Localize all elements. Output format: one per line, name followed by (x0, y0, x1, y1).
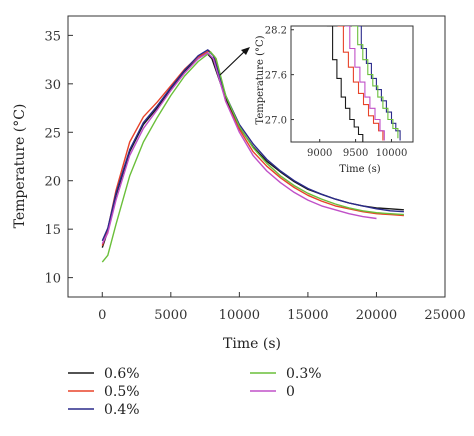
inset-y-tick-label: 27.6 (265, 71, 287, 82)
legend-label: 0.6% (104, 366, 140, 382)
x-axis-label: Time (s) (223, 336, 281, 352)
x-tick-label: 25000 (424, 308, 465, 323)
y-tick-label: 35 (44, 29, 61, 44)
series-line-0.5pct (101, 50, 404, 246)
inset-series-group (326, 26, 401, 142)
zoom-arrow-head (241, 47, 250, 55)
main-ticks-group: 0 5000 10000 15000 20000 25000 10 15 20 25 30 35 (44, 29, 465, 323)
series-line-0.3pct (101, 51, 404, 263)
inset-border (290, 25, 414, 143)
x-tick-label: 5000 (154, 308, 187, 323)
y-tick-label: 20 (44, 175, 61, 190)
y-axis-label: Temperature (°C) (12, 104, 28, 229)
x-tick-label: 15000 (287, 308, 328, 323)
y-tick-label: 25 (44, 126, 61, 141)
legend-label: 0.3% (286, 366, 322, 382)
inset-x-axis-label: Time (s) (339, 164, 380, 175)
inset-y-tick-label: 28.2 (265, 26, 287, 37)
inset-series-line-0.6pct (326, 26, 364, 142)
legend-label: 0 (286, 384, 295, 400)
inset-x-tick-label: 9500 (343, 148, 368, 159)
inset-y-axis-label: Temperature (°C) (255, 35, 266, 124)
y-tick-label: 10 (44, 272, 61, 287)
main-series-group (101, 49, 404, 263)
legend: 0.6% 0.5% 0.4% 0.3% 0 (68, 366, 322, 418)
inset-series-line-0.3pct (352, 26, 399, 139)
inset-series-line-0 (344, 26, 385, 141)
inset-y-tick-label: 27.0 (265, 116, 287, 127)
y-tick-label: 15 (44, 223, 61, 238)
inset-x-tick-label: 10000 (376, 148, 408, 159)
inset-x-tick-label: 9000 (307, 148, 332, 159)
inset-plot-frame (290, 25, 414, 143)
inset-ticks-group: 9000 9500 10000 27.0 27.6 28.2 (265, 26, 408, 159)
inset-series-line-0.4pct (355, 26, 401, 141)
legend-label: 0.4% (104, 402, 140, 418)
series-line-0.4pct (101, 49, 404, 242)
inset-series-line-0.5pct (337, 26, 384, 141)
x-tick-label: 0 (98, 308, 106, 323)
y-tick-label: 30 (44, 78, 61, 93)
x-tick-label: 10000 (219, 308, 260, 323)
main-plot-frame (67, 15, 446, 298)
zoom-arrow-line (219, 49, 247, 76)
main-plot-border (67, 15, 446, 298)
x-tick-label: 20000 (356, 308, 397, 323)
series-line-0 (101, 52, 377, 245)
legend-label: 0.5% (104, 384, 140, 400)
